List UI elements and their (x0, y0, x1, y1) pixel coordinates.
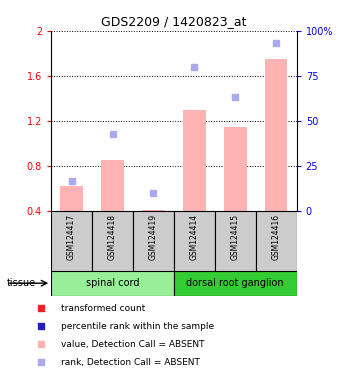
Text: GSM124415: GSM124415 (231, 214, 240, 260)
Bar (215, 211, 256, 271)
Point (38, 359, 44, 365)
Text: transformed count: transformed count (61, 304, 146, 313)
Bar (92, 211, 133, 271)
Bar (142, 210, 165, 211)
Text: rank, Detection Call = ABSENT: rank, Detection Call = ABSENT (61, 358, 200, 367)
Text: spinal cord: spinal cord (86, 278, 139, 288)
Point (69, 177, 74, 184)
Point (38, 305, 44, 311)
Point (192, 64, 197, 70)
Text: dorsal root ganglion: dorsal root ganglion (187, 278, 284, 288)
Point (38, 323, 44, 329)
Bar (174, 211, 215, 271)
Text: GSM124414: GSM124414 (190, 214, 199, 260)
Point (38, 341, 44, 348)
Text: GSM124419: GSM124419 (149, 214, 158, 260)
Bar (174, 271, 297, 296)
Bar (101, 161, 124, 211)
Bar (60, 186, 83, 211)
Bar (224, 127, 247, 211)
Point (233, 94, 238, 101)
Bar (256, 211, 297, 271)
Text: value, Detection Call = ABSENT: value, Detection Call = ABSENT (61, 340, 205, 349)
Text: tissue: tissue (7, 278, 36, 288)
Bar (183, 110, 206, 211)
Text: GSM124416: GSM124416 (272, 214, 281, 260)
Bar (51, 271, 174, 296)
Title: GDS2209 / 1420823_at: GDS2209 / 1420823_at (101, 15, 247, 28)
Text: GSM124418: GSM124418 (108, 214, 117, 260)
Bar (265, 59, 287, 211)
Point (110, 131, 115, 137)
Bar (51, 211, 92, 271)
Point (273, 40, 279, 46)
Text: percentile rank within the sample: percentile rank within the sample (61, 322, 214, 331)
Text: GSM124417: GSM124417 (67, 214, 76, 260)
Point (151, 190, 156, 196)
Bar (133, 211, 174, 271)
